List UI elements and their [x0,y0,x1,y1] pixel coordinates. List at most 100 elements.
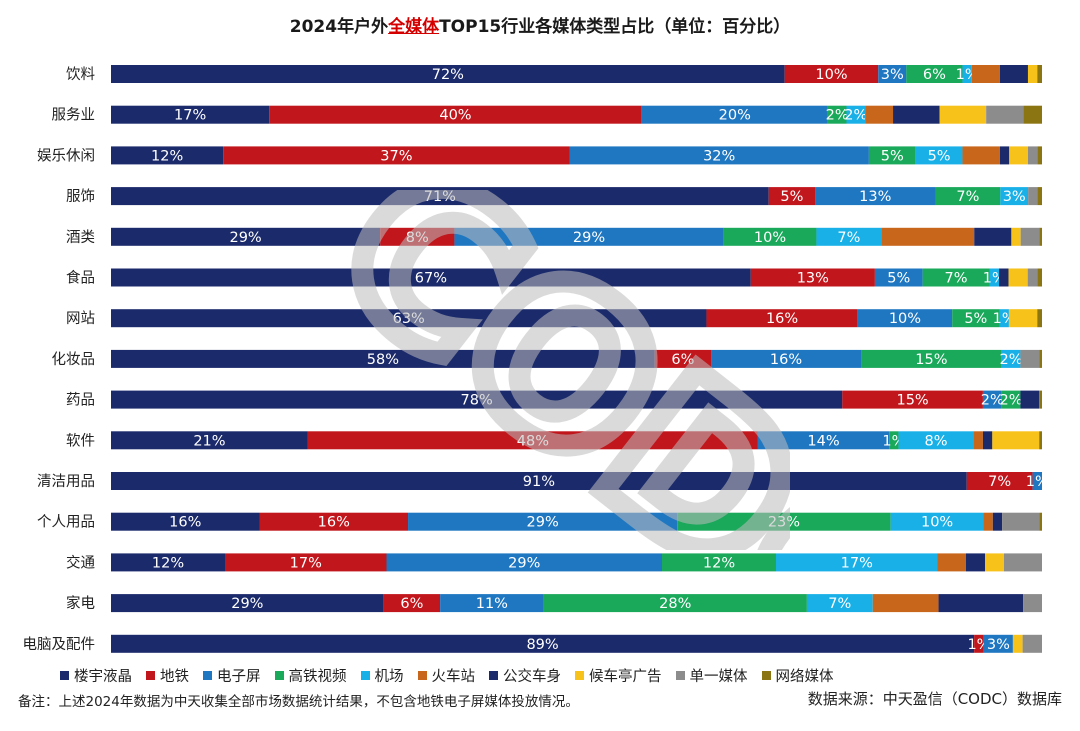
data-label: 17% [174,108,206,124]
bar-segment [1012,634,1023,653]
data-label: 13% [797,271,829,287]
bar-segment [269,105,642,124]
data-label: 21% [193,433,225,449]
bar-segment [974,227,1012,246]
data-label: 2% [981,393,1004,409]
title-prefix: 2024年户外 [289,17,389,37]
legend-label: 单一媒体 [689,668,748,685]
bar-segment [1037,268,1042,287]
bar-segment [111,634,975,653]
data-label: 17% [841,555,873,571]
bar-segment [1008,309,1038,328]
bar-segment [982,431,993,450]
bar-segment [677,512,891,531]
bar-segment [111,268,751,287]
data-label: 1% [1026,474,1049,490]
bar-segment [999,268,1009,287]
data-label: 32% [703,148,735,164]
bar-segment [938,594,1024,613]
category-label: 清洁用品 [37,473,95,490]
legend-label: 火车站 [431,668,476,685]
bar-segment [989,268,1000,287]
bar-segment [915,146,963,165]
data-label: 6% [671,352,694,368]
bar-segment [111,65,785,83]
bar-segment [865,105,894,124]
data-label: 8% [925,433,948,449]
category-label: 交通 [66,553,95,571]
bar-segment [846,105,866,124]
data-label: 29% [229,230,261,246]
data-label: 78% [461,393,493,409]
data-label: 58% [367,352,399,368]
bar-segment [1037,309,1042,328]
data-label: 29% [527,515,559,531]
bar-segment [962,146,1000,165]
bar-segment [1020,390,1040,409]
bar-segment [111,472,967,490]
bar-segment [992,431,1040,450]
data-label: 89% [526,637,558,653]
bar-segment [966,472,1033,490]
data-label: 20% [719,108,751,124]
bar-segment [111,431,308,450]
legend-label: 网络媒体 [775,668,834,685]
data-label: 7% [837,230,860,246]
data-label: 5% [881,148,904,164]
data-label: 15% [896,393,928,409]
bar-segment [641,105,828,124]
data-label: 2% [826,108,849,124]
bar-segment [1000,187,1029,206]
bar-segment [982,390,1002,409]
bar-segment [706,309,858,328]
data-label: 13% [859,189,891,205]
category-label: 化妆品 [52,351,96,368]
legend-swatch [675,670,685,680]
data-label: 3% [987,637,1010,653]
bar-segment [569,146,869,165]
data-label: 2% [1000,352,1023,368]
data-label: 23% [768,515,800,531]
bar-segment [1022,634,1042,653]
bar-segment [111,390,843,409]
data-label: 10% [754,230,786,246]
bar-segment [1002,512,1040,531]
legend-swatch [761,670,771,680]
bar-segment [1027,268,1038,287]
bar-segment [868,146,916,165]
bar-segment [750,268,875,287]
data-label: 2% [1000,393,1023,409]
bar-segment [861,349,1002,368]
data-label: 5% [928,148,951,164]
bar-segment [1004,553,1042,572]
bar-segment [878,65,907,83]
bar-segment [1011,227,1021,246]
bar-segment [992,512,1003,531]
bar-segment [259,512,409,531]
bar-segment [768,187,816,206]
data-label: 37% [380,148,412,164]
bar-segment [225,553,387,572]
bar-segment [723,227,817,246]
legend-item: 公交车身 [489,665,561,686]
bar-segment [1028,187,1038,206]
bar-segment [543,594,807,613]
bar-segment [1027,146,1038,165]
bar-segment [111,309,707,328]
bar-segment [935,187,1001,206]
data-label: 16% [766,311,798,327]
bar-segment [816,227,882,246]
legend-swatch [274,670,284,680]
data-label: 11% [476,596,508,612]
data-label: 29% [508,555,540,571]
data-label: 29% [573,230,605,246]
bar-segment [889,431,899,450]
data-label: 16% [770,352,802,368]
data-label: 10% [921,515,953,531]
data-label: 16% [318,515,350,531]
bar-segment [440,594,544,613]
legend-item: 火车站 [417,665,476,686]
data-label: 7% [828,596,851,612]
bar-segment [983,634,1013,653]
bar-segment [1020,227,1040,246]
